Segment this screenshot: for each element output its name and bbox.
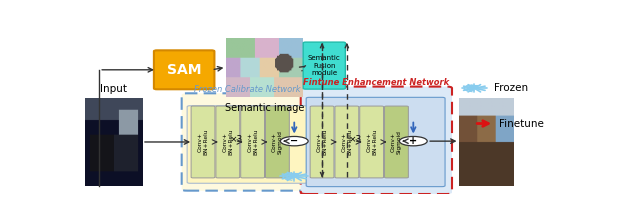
FancyBboxPatch shape bbox=[216, 106, 240, 178]
Text: Finetune: Finetune bbox=[499, 119, 544, 129]
Circle shape bbox=[399, 136, 428, 146]
Text: Fintune Enhancement Network: Fintune Enhancement Network bbox=[303, 78, 449, 87]
Text: Conv+
BN+Relu: Conv+ BN+Relu bbox=[247, 129, 258, 155]
Text: Conv+
BN+Relu: Conv+ BN+Relu bbox=[342, 129, 352, 155]
FancyBboxPatch shape bbox=[266, 106, 289, 178]
Text: Semantic image: Semantic image bbox=[225, 103, 305, 113]
FancyBboxPatch shape bbox=[310, 106, 334, 178]
FancyBboxPatch shape bbox=[241, 106, 264, 178]
Text: Conv+
BN+Relu: Conv+ BN+Relu bbox=[223, 129, 233, 155]
Text: SAM: SAM bbox=[167, 63, 202, 77]
Text: Frozen Calibrate Network: Frozen Calibrate Network bbox=[194, 85, 301, 94]
Text: Frozen: Frozen bbox=[494, 83, 528, 93]
FancyBboxPatch shape bbox=[306, 97, 445, 187]
Text: ×3: ×3 bbox=[349, 135, 362, 144]
FancyBboxPatch shape bbox=[303, 42, 346, 89]
Text: Conv+
Sigmoid: Conv+ Sigmoid bbox=[391, 130, 402, 154]
Text: Conv+
Sigmoid: Conv+ Sigmoid bbox=[272, 130, 283, 154]
Text: +: + bbox=[409, 136, 417, 146]
FancyBboxPatch shape bbox=[301, 87, 452, 194]
FancyBboxPatch shape bbox=[191, 106, 215, 178]
FancyBboxPatch shape bbox=[360, 106, 383, 178]
Text: Conv+
BN+Relu: Conv+ BN+Relu bbox=[317, 129, 328, 155]
Text: −: − bbox=[290, 136, 298, 146]
FancyBboxPatch shape bbox=[187, 106, 307, 183]
FancyBboxPatch shape bbox=[335, 106, 359, 178]
Text: Input: Input bbox=[100, 84, 127, 94]
Circle shape bbox=[280, 136, 308, 146]
Text: ×3: ×3 bbox=[230, 135, 243, 144]
Text: Semantic
Fusion
module: Semantic Fusion module bbox=[308, 55, 340, 76]
Text: Conv+
BN+Relu: Conv+ BN+Relu bbox=[198, 129, 209, 155]
Text: Conv+
BN+Relu: Conv+ BN+Relu bbox=[366, 129, 377, 155]
FancyBboxPatch shape bbox=[182, 93, 313, 191]
FancyBboxPatch shape bbox=[385, 106, 408, 178]
FancyBboxPatch shape bbox=[154, 50, 214, 89]
